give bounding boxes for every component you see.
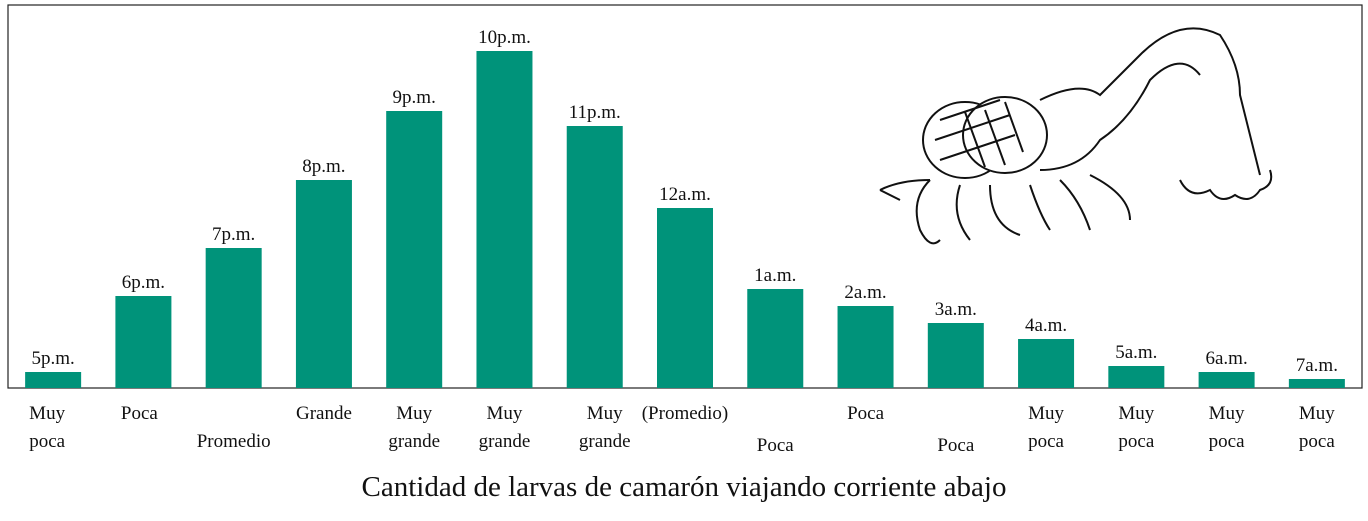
chart: Cantidad de larvas de camarón viajando c… xyxy=(0,0,1368,521)
bar-time-label: 7p.m. xyxy=(212,224,255,245)
bar xyxy=(206,248,262,388)
bar xyxy=(928,323,984,388)
amount-label: Muy xyxy=(487,403,523,424)
amount-label: poca xyxy=(1209,431,1245,452)
bar-time-label: 8p.m. xyxy=(302,156,345,177)
amount-label: grande xyxy=(579,431,631,452)
amount-label: Poca xyxy=(121,403,159,424)
bar xyxy=(296,180,352,388)
bar xyxy=(1289,379,1345,388)
bar-time-label: 7a.m. xyxy=(1296,355,1338,376)
amount-label: Muy xyxy=(29,403,65,424)
amount-label: Muy xyxy=(1028,403,1064,424)
bar-time-label: 6p.m. xyxy=(122,272,165,293)
amount-label: Muy xyxy=(1299,403,1335,424)
bar xyxy=(115,296,171,388)
bar-time-label: 12a.m. xyxy=(659,184,711,205)
amount-label: Muy xyxy=(1209,403,1245,424)
bar-time-label: 4a.m. xyxy=(1025,315,1067,336)
amount-label: poca xyxy=(29,431,65,452)
shrimp-illustration xyxy=(880,28,1271,243)
amount-label: grande xyxy=(388,431,440,452)
bar xyxy=(25,372,81,388)
bar xyxy=(747,289,803,388)
bar-time-label: 1a.m. xyxy=(754,265,796,286)
bar xyxy=(386,111,442,388)
amount-label: grande xyxy=(479,431,531,452)
bar-time-label: 5a.m. xyxy=(1115,342,1157,363)
amount-label: Grande xyxy=(296,403,352,424)
amount-label: Muy xyxy=(587,403,623,424)
bar xyxy=(838,306,894,388)
bar xyxy=(1199,372,1255,388)
amount-label: (Promedio) xyxy=(642,403,729,424)
bar xyxy=(1018,339,1074,388)
bar-time-label: 9p.m. xyxy=(393,87,436,108)
bar xyxy=(657,208,713,388)
chart-title: Cantidad de larvas de camarón viajando c… xyxy=(362,471,1007,503)
bar-time-label: 10p.m. xyxy=(478,27,531,48)
bar xyxy=(567,126,623,388)
amount-label: Poca xyxy=(847,403,885,424)
amount-label: poca xyxy=(1028,431,1064,452)
bar-time-label: 11p.m. xyxy=(569,102,621,123)
amount-label: Muy xyxy=(396,403,432,424)
amount-label: poca xyxy=(1118,431,1154,452)
bar-time-label: 6a.m. xyxy=(1205,348,1247,369)
amount-label: Poca xyxy=(937,435,975,456)
amount-label: Poca xyxy=(757,435,795,456)
bar-time-label: 2a.m. xyxy=(844,282,886,303)
bar xyxy=(1108,366,1164,388)
amount-label: Promedio xyxy=(197,431,271,452)
bar-time-label: 5p.m. xyxy=(31,348,74,369)
amount-label: poca xyxy=(1299,431,1335,452)
amount-label: Muy xyxy=(1118,403,1154,424)
bar xyxy=(476,51,532,388)
bar-time-label: 3a.m. xyxy=(935,299,977,320)
